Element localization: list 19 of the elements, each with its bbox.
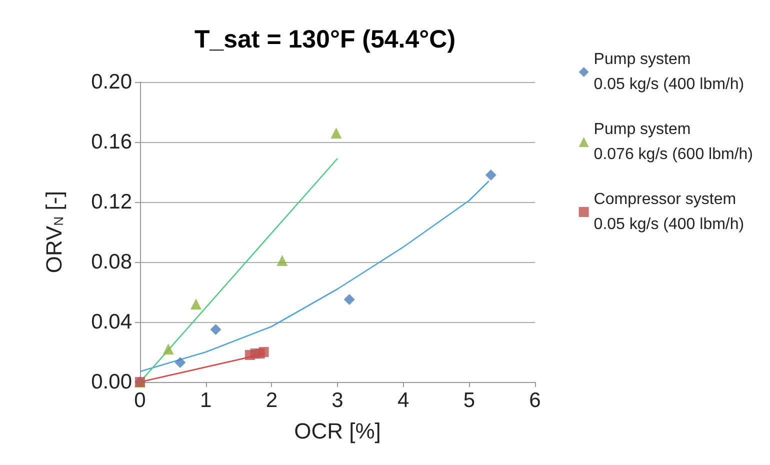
x-tick-label: 2 bbox=[266, 389, 278, 412]
legend-label: Pump system 0.05 kg/s (400 lbm/h) bbox=[594, 51, 744, 93]
chart-title: T_sat = 130°F (54.4°C) bbox=[194, 26, 456, 54]
y-tick-label: 0.08 bbox=[91, 250, 132, 274]
x-axis-title: OCR [%] bbox=[294, 418, 381, 444]
y-axis-title: ORVN [-] bbox=[42, 190, 66, 274]
legend-label: Compressor system 0.05 kg/s (400 lbm/h) bbox=[594, 191, 744, 233]
x-tick-label: 1 bbox=[200, 389, 212, 412]
x-tick-label: 5 bbox=[463, 389, 476, 412]
legend-label: Pump system 0.076 kg/s (600 lbm/h) bbox=[594, 121, 754, 163]
y-tick-label: 0.12 bbox=[91, 190, 132, 214]
y-tick-label: 0.16 bbox=[91, 130, 132, 154]
x-tick-label: 6 bbox=[529, 389, 541, 412]
x-tick-label: 3 bbox=[332, 389, 344, 412]
y-tick-label: 0.04 bbox=[91, 310, 132, 334]
x-tick-label: 4 bbox=[397, 389, 410, 412]
y-tick-label: 0.20 bbox=[91, 70, 132, 94]
y-tick-label: 0.00 bbox=[91, 370, 132, 394]
x-tick-label: 0 bbox=[134, 389, 146, 412]
